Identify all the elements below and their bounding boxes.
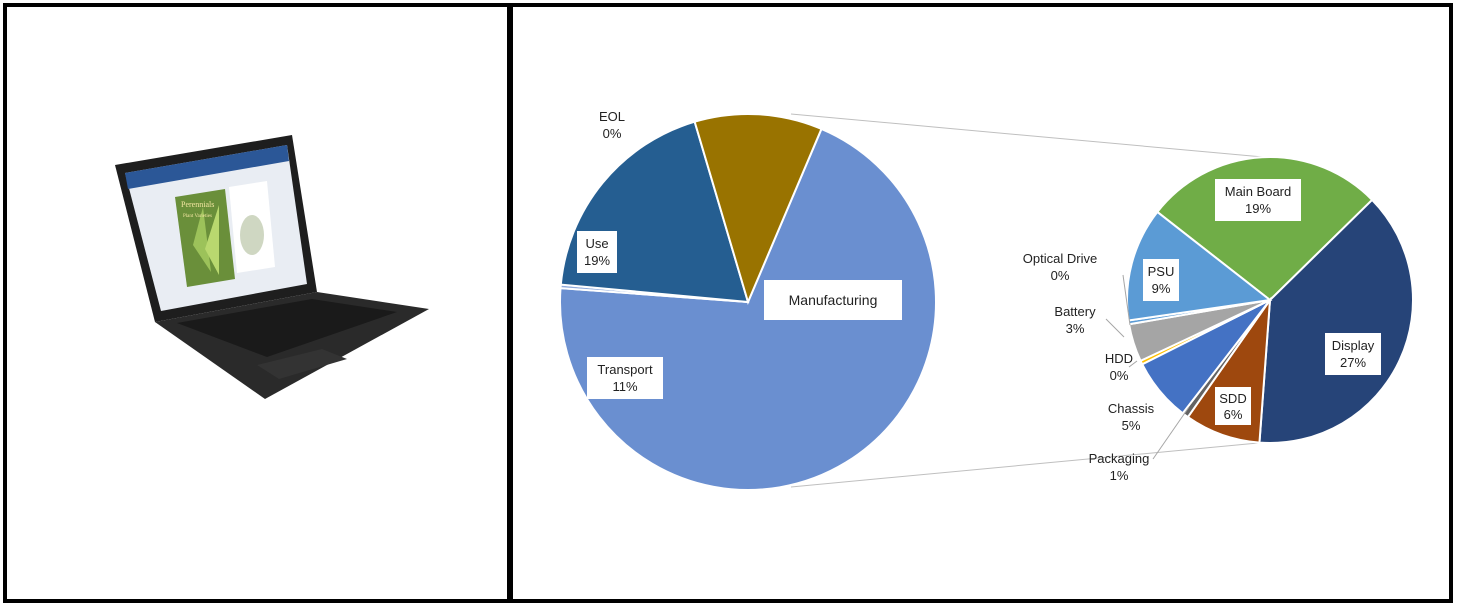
- label-display: Display: [1332, 338, 1375, 353]
- label-optical-drive-pct: 0%: [1051, 268, 1070, 283]
- chart-panel: Manufacturing EOL 0% Use 19% Transport 1…: [509, 3, 1453, 603]
- label-box-transport: [587, 357, 663, 399]
- leader-battery: [1105, 318, 1125, 338]
- label-box-psu: [1143, 259, 1179, 301]
- label-main-board: Main Board: [1225, 184, 1291, 199]
- data-labels: Manufacturing EOL 0% Use 19% Transport 1…: [577, 109, 1381, 483]
- label-main-board-pct: 19%: [1245, 201, 1271, 216]
- label-box-manufacturing: [764, 280, 902, 320]
- leaf-shape: [193, 207, 211, 272]
- label-sdd: SDD: [1219, 391, 1246, 406]
- doc-subtitle: Plant Varieties: [183, 214, 212, 219]
- label-manufacturing: Manufacturing: [789, 292, 878, 308]
- screen-ribbon: [125, 145, 289, 189]
- label-box-use: [577, 231, 617, 273]
- label-sdd-pct: 6%: [1224, 407, 1243, 422]
- label-psu: PSU: [1148, 264, 1175, 279]
- label-use-pct: 19%: [584, 253, 610, 268]
- pie-of-pie-chart: Manufacturing EOL 0% Use 19% Transport 1…: [559, 109, 1414, 491]
- label-box-display: [1325, 333, 1381, 375]
- slice-display: [1258, 198, 1414, 444]
- label-optical-drive: Optical Drive: [1023, 251, 1097, 266]
- secondary-pie: [1126, 156, 1414, 444]
- slice-main-board: [1155, 156, 1374, 302]
- doc-title: Perennials: [181, 200, 214, 209]
- label-use: Use: [585, 236, 608, 251]
- keyboard: [177, 299, 397, 357]
- leaf-shape-2: [205, 205, 219, 275]
- label-eol-pct: 0%: [603, 126, 622, 141]
- label-battery: Battery: [1054, 304, 1096, 319]
- leader-packaging: [1152, 406, 1190, 460]
- label-eol: EOL: [599, 109, 625, 124]
- connector-line-bottom: [790, 442, 1259, 488]
- label-display-pct: 27%: [1340, 355, 1366, 370]
- label-psu-pct: 9%: [1152, 281, 1171, 296]
- laptop-icon: Perennials Plant Varieties: [115, 135, 429, 399]
- label-box-main-board: [1215, 179, 1301, 221]
- leader-optical-drive: [1122, 274, 1131, 326]
- slice-manufacturing: [559, 127, 937, 491]
- slice-transport: [693, 113, 823, 305]
- label-box-sdd: [1215, 387, 1251, 425]
- label-packaging: Packaging: [1089, 451, 1150, 466]
- connector-line-top: [790, 113, 1264, 158]
- leader-hdd: [1128, 360, 1138, 368]
- label-chassis: Chassis: [1108, 401, 1155, 416]
- label-hdd: HDD: [1105, 351, 1133, 366]
- touchpad: [257, 349, 347, 379]
- label-transport: Transport: [597, 362, 653, 377]
- page-illustration: [240, 215, 264, 255]
- product-image-panel: Perennials Plant Varieties: [3, 3, 511, 603]
- label-hdd-pct: 0%: [1110, 368, 1129, 383]
- label-packaging-pct: 1%: [1110, 468, 1129, 483]
- label-chassis-pct: 5%: [1122, 418, 1141, 433]
- label-transport-pct: 11%: [612, 379, 637, 394]
- label-battery-pct: 3%: [1066, 321, 1085, 336]
- leader-lines: [1105, 274, 1190, 460]
